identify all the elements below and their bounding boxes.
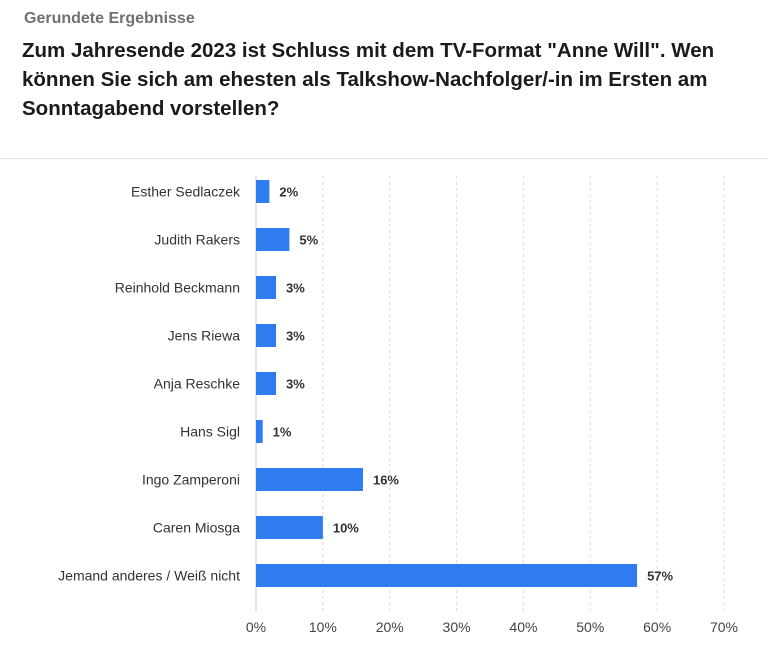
value-label: 3%	[286, 377, 305, 392]
value-label: 57%	[647, 569, 673, 584]
bar	[256, 372, 277, 395]
bar	[256, 564, 638, 587]
value-labels: 2% 5% 3% 3% 3% 1% 16% 10% 57%	[273, 185, 674, 584]
category-label: Judith Rakers	[154, 232, 240, 248]
value-label: 5%	[299, 233, 318, 248]
bar	[256, 324, 277, 347]
category-label: Jens Riewa	[168, 328, 241, 344]
grid-lines	[255, 176, 725, 612]
value-label: 16%	[373, 473, 399, 488]
chart-title: Zum Jahresende 2023 ist Schluss mit dem …	[22, 39, 715, 120]
x-tick-label: 20%	[376, 619, 404, 635]
category-label: Esther Sedlaczek	[131, 184, 241, 200]
category-label: Caren Miosga	[153, 520, 240, 536]
bar	[256, 516, 323, 539]
bars	[256, 180, 638, 587]
category-label: Hans Sigl	[180, 424, 240, 440]
category-label: Ingo Zamperoni	[142, 472, 240, 488]
bar	[256, 420, 263, 443]
x-tick-label: 60%	[643, 619, 671, 635]
bar	[256, 468, 363, 491]
category-label: Anja Reschke	[154, 376, 241, 392]
bar	[256, 228, 290, 251]
value-label: 2%	[279, 185, 298, 200]
header-divider	[0, 158, 768, 159]
x-tick-label: 50%	[576, 619, 604, 635]
x-axis-ticks: 0% 10% 20% 30% 40% 50% 60% 70%	[246, 619, 738, 635]
value-label: 10%	[333, 521, 359, 536]
x-tick-label: 40%	[509, 619, 537, 635]
x-tick-label: 70%	[710, 619, 738, 635]
category-labels: Esther Sedlaczek Judith Rakers Reinhold Be…	[58, 184, 241, 584]
value-label: 3%	[286, 329, 305, 344]
bar	[256, 276, 277, 299]
x-tick-label: 10%	[309, 619, 337, 635]
bar	[256, 180, 270, 203]
rounding-note: Gerundete Ergebnisse	[24, 10, 195, 27]
value-label: 3%	[286, 281, 305, 296]
category-label: Reinhold Beckmann	[115, 280, 240, 296]
value-label: 1%	[273, 425, 292, 440]
x-tick-label: 30%	[443, 619, 471, 635]
x-tick-label: 0%	[246, 619, 266, 635]
category-label: Jemand anderes / Weiß nicht	[58, 568, 240, 584]
